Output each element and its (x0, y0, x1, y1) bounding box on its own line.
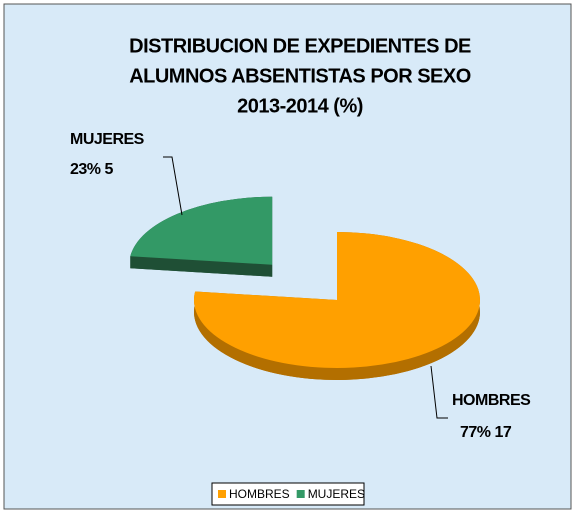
leader-line (163, 156, 183, 216)
legend: HOMBRES MUJERES (211, 482, 365, 506)
legend-box (211, 482, 365, 506)
legend-label: MUJERES (308, 487, 365, 501)
slice-top (194, 232, 481, 368)
pie (130, 196, 481, 381)
slice-top (130, 196, 273, 265)
slice-label: MUJERES (70, 131, 145, 148)
chart-title: 2013-2014 (%) (237, 95, 363, 117)
pie-slice (193, 232, 481, 381)
chart-title: ALUMNOS ABSENTISTAS POR SEXO (129, 65, 471, 87)
chart-area (3, 3, 572, 510)
leader-line (430, 365, 448, 419)
chart-title: DISTRIBUCION DE EXPEDIENTES DE (129, 35, 471, 57)
legend-swatch (296, 490, 305, 498)
legend-swatch (218, 490, 226, 498)
value-label: 23% 5 (70, 161, 113, 178)
pie-slice (130, 196, 273, 277)
slice-label: HOMBRES (452, 392, 531, 409)
value-label: 77% 17 (460, 424, 512, 441)
legend-label: HOMBRES (229, 487, 290, 501)
slice-wall (130, 256, 273, 277)
